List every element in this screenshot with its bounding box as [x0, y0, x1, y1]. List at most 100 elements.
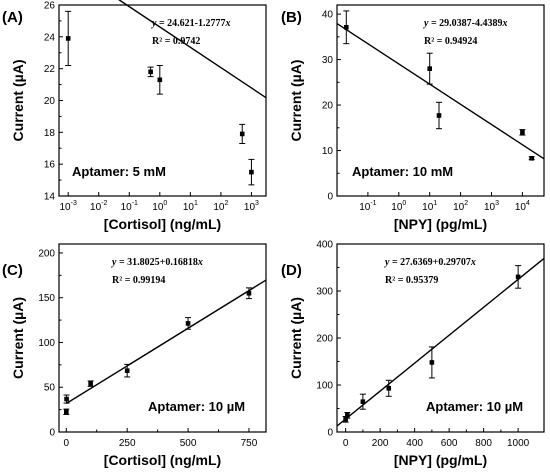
- x-tick-label: 10-3: [60, 200, 77, 213]
- x-tick-label: 101: [422, 200, 437, 213]
- x-tick-label: 500: [180, 438, 197, 449]
- y-tick-label: 40: [322, 10, 334, 21]
- x-axis-label: [Cortisol] (ng/mL): [104, 452, 221, 468]
- data-point: [239, 131, 245, 137]
- data-point: [157, 77, 163, 83]
- y-axis-label: Current (µA): [288, 297, 304, 379]
- data-point: [345, 413, 350, 418]
- r-squared: R² = 0.94924: [424, 36, 477, 47]
- y-tick-label: 200: [38, 248, 55, 259]
- x-axis-label: [NPY] (pg/mL): [394, 452, 487, 468]
- fit-line: [336, 257, 545, 427]
- y-tick-label: 24: [44, 32, 56, 43]
- y-tick-label: 26: [44, 1, 56, 12]
- fit-equation: y = 31.8025+0.16818x: [111, 257, 203, 268]
- r-squared: R² = 0.95379: [385, 275, 438, 286]
- x-tick-label: 103: [244, 200, 259, 213]
- y-tick-label: 300: [316, 287, 333, 298]
- y-tick-label: 16: [44, 160, 56, 171]
- plot-frame: [336, 4, 545, 197]
- panel-label: (D): [281, 262, 302, 279]
- fit-equation: y = 29.0387-4.4389x: [423, 18, 507, 29]
- r-squared: R² = 0.9742: [152, 36, 200, 47]
- fit-line: [118, 0, 267, 99]
- data-point: [249, 169, 254, 175]
- y-tick-label: 0: [327, 428, 333, 439]
- data-point: [520, 130, 525, 135]
- fit-equation: y = 24.621-1.2777x: [151, 18, 230, 29]
- x-tick-label: 100: [391, 200, 406, 213]
- data-point: [185, 321, 191, 326]
- x-axis-label: [NPY] (pg/mL): [394, 216, 487, 232]
- r-squared: R² = 0.99194: [112, 275, 165, 286]
- y-tick-label: 22: [44, 64, 56, 75]
- y-tick-label: 100: [316, 381, 333, 392]
- data-point: [124, 368, 130, 373]
- chart-panel-4: (D) 0 100 200 300 400 0 200 400 600 800 1000 [NPY] (…: [281, 240, 545, 468]
- plot-frame: [58, 243, 267, 433]
- data-point: [64, 396, 69, 402]
- data-point: [88, 381, 93, 386]
- y-tick-label: 14: [44, 192, 56, 203]
- y-tick-label: 100: [38, 338, 55, 349]
- x-tick-label: 400: [406, 438, 423, 449]
- data-point: [529, 155, 535, 161]
- y-axis-label: Current (µA): [288, 60, 304, 142]
- y-tick-label: 10: [322, 146, 334, 157]
- panel-label: (C): [2, 262, 23, 279]
- data-point: [436, 113, 442, 118]
- data-point: [427, 66, 433, 71]
- data-point: [148, 69, 153, 75]
- aptamer-annotation: Aptamer: 10 µM: [148, 399, 245, 414]
- chart-panel-3: (C) 0 50 100 150 200 0 250 500 750 [Cortisol] (ng/…: [2, 243, 267, 468]
- x-tick-label: 10-1: [359, 200, 376, 213]
- x-tick-label: 600: [441, 438, 458, 449]
- x-tick-label: 800: [475, 438, 492, 449]
- x-tick-label: 102: [453, 200, 468, 213]
- x-axis-label: [Cortisol] (ng/mL): [104, 216, 221, 232]
- data-point: [344, 24, 349, 30]
- data-point: [515, 274, 521, 280]
- x-tick-label: 0: [64, 438, 70, 449]
- x-tick-label: 10-1: [121, 200, 138, 213]
- x-tick-label: 200: [372, 438, 389, 449]
- y-tick-label: 0: [327, 192, 333, 203]
- x-tick-label: 104: [515, 200, 530, 213]
- y-tick-label: 150: [38, 293, 55, 304]
- y-tick-label: 30: [322, 55, 334, 66]
- x-tick-label: 101: [183, 200, 198, 213]
- x-tick-label: 0: [343, 438, 349, 449]
- y-tick-label: 50: [44, 383, 56, 394]
- y-axis-label: Current (µA): [10, 297, 26, 379]
- x-tick-label: 102: [213, 200, 228, 213]
- x-tick-label: 1000: [507, 438, 530, 449]
- aptamer-annotation: Aptamer: 5 mM: [72, 164, 166, 179]
- data-point: [429, 360, 435, 365]
- fit-line: [336, 22, 545, 160]
- x-tick-label: 10-2: [90, 200, 107, 213]
- x-tick-label: 250: [119, 438, 136, 449]
- data-point: [64, 409, 69, 415]
- y-axis-label: Current (µA): [10, 60, 26, 142]
- aptamer-annotation: Aptamer: 10 mM: [352, 164, 453, 179]
- chart-panel-2: (B) 0 10 20 30 40 10-1 100 101 102 103 104 [NPY] (pg…: [281, 4, 545, 232]
- data-point: [386, 385, 392, 391]
- panel-label: (B): [281, 9, 302, 26]
- fit-equation: y = 27.6369+0.29707x: [384, 257, 476, 268]
- x-tick-label: 103: [484, 200, 499, 213]
- chart-panel-1: (A) 14 16 18 20 22 24 26 10-3 10-2 10-1 100 101 102 10…: [2, 0, 267, 232]
- aptamer-annotation: Aptamer: 10 µM: [426, 399, 523, 414]
- data-point: [360, 399, 366, 404]
- y-tick-label: 20: [322, 101, 334, 112]
- y-tick-label: 18: [44, 128, 56, 139]
- y-tick-label: 200: [316, 334, 333, 345]
- panel-label: (A): [2, 9, 23, 26]
- data-point: [343, 417, 348, 422]
- data-point: [246, 290, 252, 296]
- x-tick-label: 100: [152, 200, 167, 213]
- data-point: [65, 36, 71, 41]
- y-tick-label: 400: [316, 240, 333, 251]
- x-tick-label: 750: [241, 438, 258, 449]
- fit-line: [65, 279, 267, 405]
